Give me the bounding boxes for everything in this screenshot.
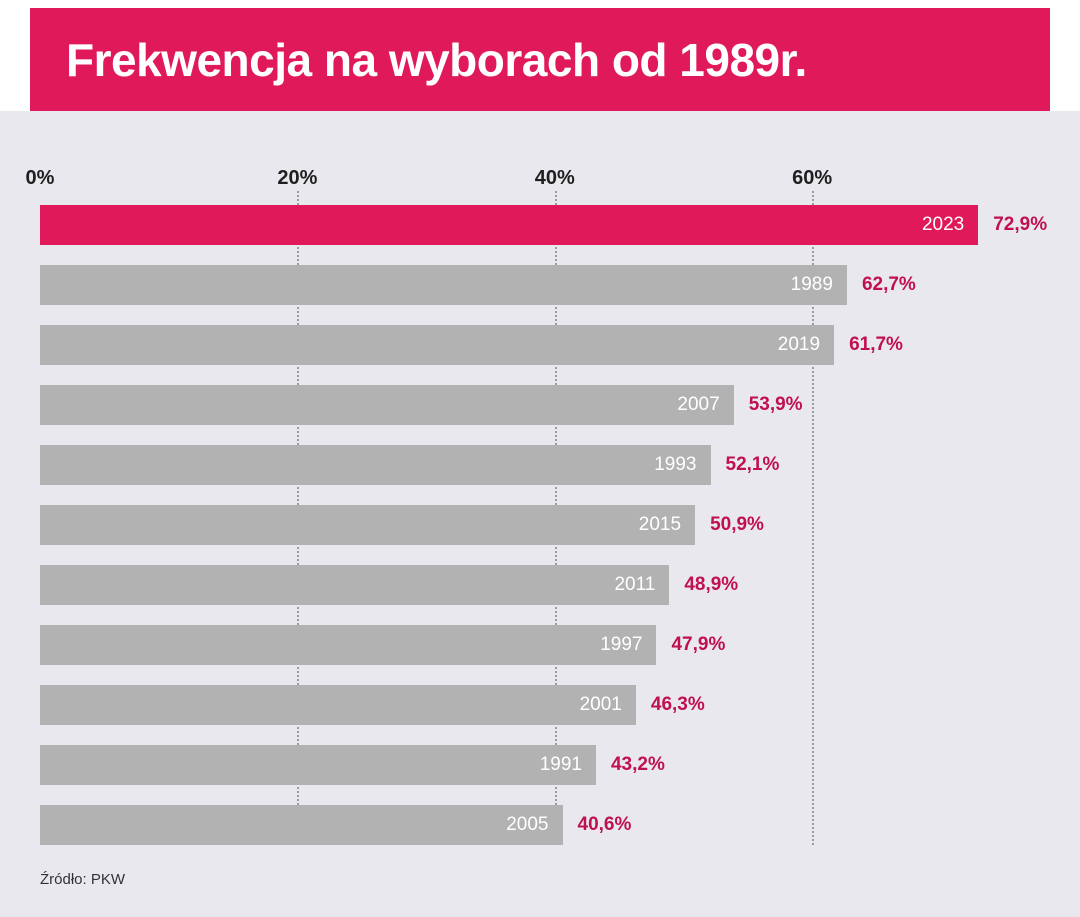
turnout-bar-chart: 0% 20% 40% 60% 2023 72,9% 1989 62,7% 2019 61,7% 2… [26, 111, 1048, 888]
bar-row: 2001 46,3% [40, 685, 1040, 725]
bar-value-label: 43,2% [610, 754, 665, 775]
turnout-bar: 2011 [40, 565, 670, 605]
bar-year-label: 2007 [677, 394, 720, 415]
turnout-bar: 1991 [40, 745, 596, 785]
x-axis-tick-label: 0% [25, 167, 55, 189]
x-axis-tick-label: 20% [277, 167, 318, 189]
bar-row: 2007 53,9% [40, 385, 1040, 425]
bar-year-label: 1991 [539, 754, 582, 775]
bar-year-label: 1993 [654, 454, 697, 475]
bar-value-label: 52,1% [725, 454, 780, 475]
bar-value-label: 50,9% [710, 514, 764, 535]
bar-year-label: 2023 [921, 214, 965, 235]
bar-value-label: 62,7% [861, 274, 916, 295]
bar-value-label: 48,9% [684, 574, 739, 595]
page-title: Frekwencja na wyborach od 1989r. [66, 33, 807, 86]
chart-section: 0% 20% 40% 60% 2023 72,9% 1989 62,7% 2019 61,7% 2… [0, 111, 1080, 917]
turnout-bar: 1989 [40, 265, 847, 305]
x-axis: 0% 20% 40% 60% [26, 167, 1040, 195]
bar-value-label: 53,9% [748, 394, 803, 415]
bar-year-label: 2011 [614, 574, 656, 595]
bar-row: 2005 40,6% [40, 805, 1040, 845]
bar-year-label: 2005 [506, 814, 549, 835]
header: Frekwencja na wyborach od 1989r. [30, 8, 1050, 111]
turnout-bar: 1997 [40, 625, 657, 665]
turnout-bar: 2019 [40, 325, 835, 365]
bar-year-label: 2015 [638, 514, 682, 535]
bar-row: 1997 47,9% [40, 625, 1040, 665]
bar-row: 1993 52,1% [40, 445, 1040, 485]
turnout-bar: 1993 [40, 445, 711, 485]
turnout-bar: 2023 [40, 205, 979, 245]
x-axis-tick-label: 60% [792, 167, 833, 189]
bar-value-label: 40,6% [577, 814, 632, 835]
source-text: Źródło: PKW [40, 871, 126, 888]
turnout-bar: 2001 [40, 685, 636, 725]
turnout-bar: 2005 [40, 805, 563, 845]
bar-row: 1991 43,2% [40, 745, 1040, 785]
bar-year-label: 1989 [790, 274, 833, 295]
bar-row: 2011 48,9% [40, 565, 1040, 605]
plot-area: 2023 72,9% 1989 62,7% 2019 61,7% 2007 53,9% 1993… [40, 191, 1047, 845]
bar-row: 1989 62,7% [40, 265, 1040, 305]
turnout-bar: 2015 [40, 505, 696, 545]
turnout-bar: 2007 [40, 385, 734, 425]
bar-value-label: 61,7% [849, 334, 903, 355]
vertical-gridline [812, 191, 815, 845]
x-axis-tick-label: 40% [534, 167, 575, 189]
bar-value-label: 46,3% [650, 694, 705, 715]
bar-year-label: 2019 [777, 334, 821, 355]
bar-value-label: 47,9% [671, 634, 726, 655]
bar-row: 2023 72,9% [40, 205, 1047, 245]
bar-year-label: 2001 [579, 694, 622, 715]
bars-container: 2023 72,9% 1989 62,7% 2019 61,7% 2007 53,9% 1993… [40, 205, 1047, 845]
bar-row: 2015 50,9% [40, 505, 1040, 545]
bar-value-label: 72,9% [993, 214, 1048, 235]
bar-row: 2019 61,7% [40, 325, 1040, 365]
bar-year-label: 1997 [600, 634, 643, 655]
